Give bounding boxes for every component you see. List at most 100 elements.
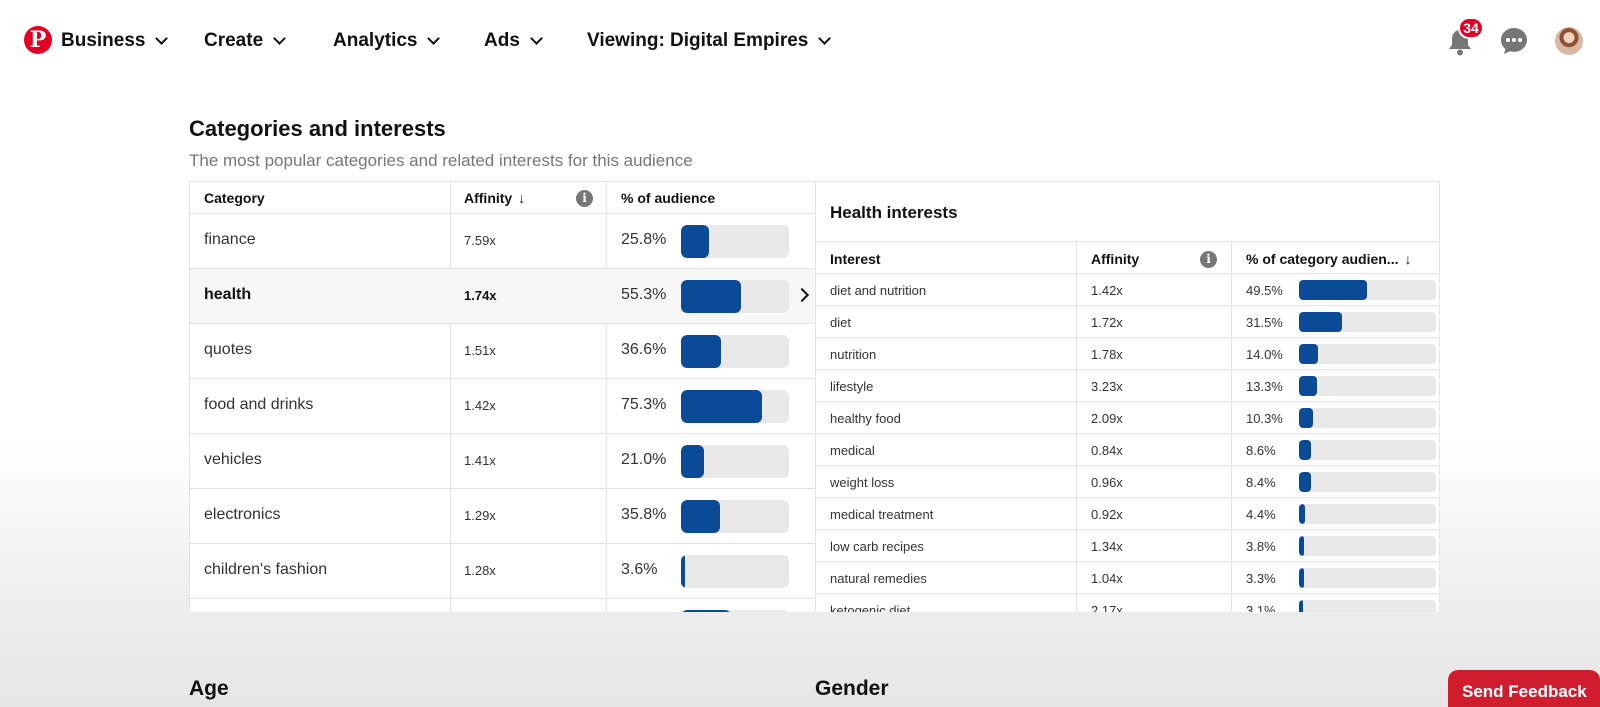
audience-bar-track bbox=[681, 555, 789, 588]
category-affinity: 1.29x bbox=[464, 508, 496, 523]
interest-percent: 4.4% bbox=[1246, 507, 1276, 522]
interest-bar-fill bbox=[1299, 472, 1311, 492]
nav-item-label: Create bbox=[204, 30, 264, 51]
interest-affinity-info-icon[interactable]: i bbox=[1200, 250, 1217, 268]
category-name: children's fashion bbox=[204, 561, 328, 578]
audience-bar-fill bbox=[681, 445, 704, 478]
interest-bar-fill bbox=[1299, 280, 1367, 300]
interest-bar-fill bbox=[1299, 376, 1318, 396]
audience-bar-track bbox=[681, 610, 789, 612]
interest-bar-track bbox=[1299, 536, 1436, 556]
interest-bar-track bbox=[1299, 408, 1436, 428]
column-header-percent-audience[interactable]: % of audience bbox=[621, 190, 716, 206]
interest-percent: 49.5% bbox=[1246, 283, 1283, 298]
category-row[interactable]: electronics 1.29x 35.8% bbox=[190, 489, 815, 544]
interest-name: natural remedies bbox=[830, 571, 927, 586]
column-header-category: Category bbox=[204, 190, 265, 206]
health-interests-panel: Health interests Interest Affinity i % o… bbox=[815, 181, 1440, 612]
interest-percent: 14.0% bbox=[1246, 347, 1283, 362]
audience-bar-track bbox=[681, 445, 789, 478]
category-percent: 75.3% bbox=[621, 396, 667, 413]
interest-affinity: 2.17x bbox=[1091, 603, 1123, 612]
audience-bar-track bbox=[681, 335, 789, 368]
affinity-info-icon[interactable]: i bbox=[576, 189, 593, 207]
interest-name: medical treatment bbox=[830, 507, 934, 522]
interest-row: healthy food 2.09x 10.3% bbox=[816, 402, 1439, 434]
interest-row: medical 0.84x 8.6% bbox=[816, 434, 1439, 466]
pinterest-logo-icon[interactable]: P bbox=[24, 26, 52, 54]
nav-item-label: Business bbox=[61, 30, 146, 51]
interest-row: lifestyle 3.23x 13.3% bbox=[816, 370, 1439, 402]
interest-affinity: 1.78x bbox=[1091, 347, 1123, 362]
interest-row: natural remedies 1.04x 3.3% bbox=[816, 562, 1439, 594]
category-name: electronics bbox=[204, 506, 281, 523]
nav-item-0[interactable]: Business bbox=[61, 28, 169, 54]
interest-bar-track bbox=[1299, 344, 1436, 364]
chevron-down-icon bbox=[427, 32, 441, 45]
audience-bar-track bbox=[681, 225, 789, 258]
gender-section-title: Gender bbox=[815, 677, 889, 700]
interest-bar-track bbox=[1299, 280, 1436, 300]
interest-affinity: 1.42x bbox=[1091, 283, 1123, 298]
interest-name: weight loss bbox=[830, 475, 895, 490]
interest-percent: 10.3% bbox=[1246, 411, 1283, 426]
chevron-down-icon bbox=[818, 32, 832, 45]
category-row[interactable] bbox=[190, 599, 815, 612]
age-section-title: Age bbox=[189, 677, 229, 700]
nav-item-label: Ads bbox=[484, 30, 520, 51]
column-header-percent-category-audience[interactable]: % of category audien... ↓ bbox=[1246, 251, 1412, 267]
user-avatar[interactable] bbox=[1555, 27, 1583, 55]
nav-item-2[interactable]: Analytics bbox=[333, 28, 441, 54]
interest-percent: 8.6% bbox=[1246, 443, 1276, 458]
interest-bar-track bbox=[1299, 312, 1436, 332]
category-row[interactable]: quotes 1.51x 36.6% bbox=[190, 324, 815, 379]
category-name: quotes bbox=[204, 341, 253, 358]
audience-bar-fill bbox=[681, 335, 721, 368]
category-row[interactable]: food and drinks 1.42x 75.3% bbox=[190, 379, 815, 434]
interest-bar-track bbox=[1299, 472, 1436, 492]
column-header-affinity[interactable]: Affinity ↓ bbox=[464, 190, 526, 206]
category-affinity: 1.51x bbox=[464, 343, 496, 358]
audience-bar-fill bbox=[681, 555, 685, 588]
category-row[interactable]: health 1.74x 55.3% bbox=[190, 269, 815, 324]
interest-affinity: 3.23x bbox=[1091, 379, 1123, 394]
category-row[interactable]: children's fashion 1.28x 3.6% bbox=[190, 544, 815, 599]
nav-item-1[interactable]: Create bbox=[204, 28, 287, 54]
audience-bar-track bbox=[681, 280, 789, 313]
nav-item-4[interactable]: Viewing: Digital Empires bbox=[587, 28, 832, 54]
category-percent: 36.6% bbox=[621, 341, 667, 358]
interest-name: lifestyle bbox=[830, 379, 874, 394]
audience-bar-track bbox=[681, 500, 789, 533]
interest-percent: 3.8% bbox=[1246, 539, 1276, 554]
messages-icon[interactable] bbox=[1500, 27, 1528, 55]
chevron-down-icon bbox=[530, 32, 543, 45]
audience-bar-fill bbox=[681, 500, 720, 533]
category-row[interactable]: finance 7.59x 25.8% bbox=[190, 214, 815, 269]
interest-bar-track bbox=[1299, 504, 1436, 524]
column-header-interest-affinity[interactable]: Affinity bbox=[1091, 251, 1140, 267]
section-subtitle: The most popular categories and related … bbox=[189, 151, 693, 170]
interest-name: diet and nutrition bbox=[830, 283, 927, 298]
send-feedback-button[interactable]: Send Feedback bbox=[1448, 670, 1600, 707]
audience-bar-fill bbox=[681, 390, 763, 423]
interest-bar-fill bbox=[1299, 408, 1314, 428]
interest-row: medical treatment 0.92x 4.4% bbox=[816, 498, 1439, 530]
category-name: health bbox=[204, 286, 252, 303]
interest-bar-fill bbox=[1299, 568, 1304, 588]
interest-affinity: 1.72x bbox=[1091, 315, 1123, 330]
audience-bar-track bbox=[681, 390, 789, 423]
category-row[interactable]: vehicles 1.41x 21.0% bbox=[190, 434, 815, 489]
interest-name: diet bbox=[830, 315, 851, 330]
category-affinity: 1.42x bbox=[464, 398, 496, 413]
interest-percent: 31.5% bbox=[1246, 315, 1283, 330]
interest-bar-fill bbox=[1299, 504, 1306, 524]
sort-desc-icon: ↓ bbox=[1404, 251, 1412, 267]
interest-percent: 3.3% bbox=[1246, 571, 1276, 586]
category-percent: 35.8% bbox=[621, 506, 667, 523]
interest-affinity: 1.34x bbox=[1091, 539, 1123, 554]
nav-item-3[interactable]: Ads bbox=[484, 28, 543, 54]
interest-percent: 8.4% bbox=[1246, 475, 1276, 490]
interest-row: nutrition 1.78x 14.0% bbox=[816, 338, 1439, 370]
interest-bar-track bbox=[1299, 600, 1436, 612]
notification-count-badge: 34 bbox=[1458, 17, 1484, 39]
